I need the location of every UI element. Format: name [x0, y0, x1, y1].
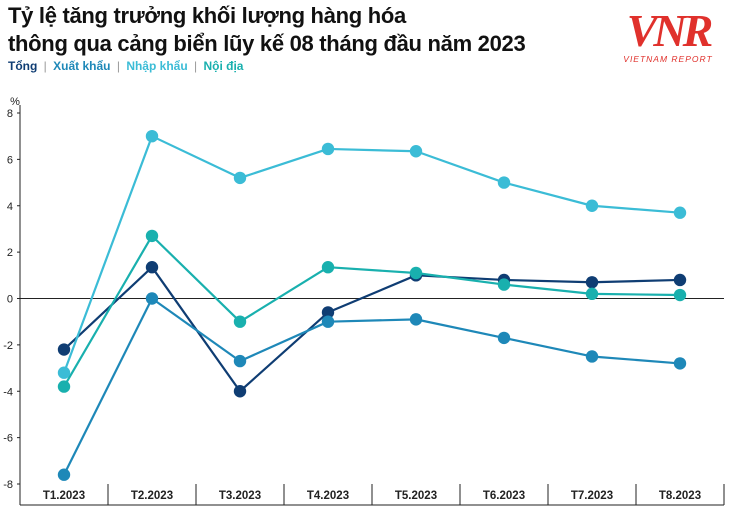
series-2-point	[233, 354, 247, 368]
x-tick-label: T7.2023	[571, 490, 613, 502]
series-3-point	[145, 129, 159, 143]
series-3-point	[57, 366, 71, 379]
y-tick-label: -8	[3, 479, 13, 491]
y-tick-label: 0	[7, 294, 13, 306]
legend-item-noi-dia: Nội địa	[203, 59, 244, 73]
series-4-point	[145, 229, 159, 243]
logo-mark: VNR	[627, 5, 712, 56]
x-tick-label: T4.2023	[307, 490, 349, 502]
series-4-point	[409, 266, 423, 280]
series-1-point	[321, 306, 335, 319]
series-2-point	[409, 313, 423, 326]
series-2-point	[145, 292, 159, 305]
series-4-point	[321, 260, 335, 274]
legend-separator: |	[194, 59, 198, 73]
series-1-point	[673, 273, 687, 287]
series-1-point	[233, 385, 247, 398]
y-tick-label: 4	[7, 201, 13, 213]
series-line-1	[63, 266, 681, 393]
series-4-point	[497, 278, 511, 291]
legend-item-xuat-khau: Xuất khẩu	[53, 59, 111, 73]
series-1-point	[585, 276, 599, 289]
series-4-point	[233, 315, 247, 328]
series-3-point	[321, 142, 335, 156]
x-tick-label: T1.2023	[43, 490, 85, 502]
y-tick-label: 6	[7, 154, 13, 166]
vietnam-report-logo: VNR VIETNAM REPORT	[623, 5, 715, 64]
series-line-3	[62, 135, 681, 374]
series-4-point	[673, 288, 687, 302]
chart-series	[57, 129, 687, 481]
chart-axes: % -8 -6 -4 -2 0 2 4 6 8 T1.2023 T2.2023 T3.2023 T4.20…	[3, 96, 725, 506]
y-axis-unit: %	[10, 96, 20, 108]
series-2-point	[585, 350, 599, 363]
x-tick-label: T8.2023	[659, 490, 701, 502]
legend: Tổng | Xuất khẩu | Nhập khẩu | Nội địa	[8, 59, 243, 73]
series-2-point	[497, 331, 511, 345]
chart-title: Tỷ lệ tăng trưởng khối lượng hàng hóa th…	[8, 2, 526, 58]
series-2-point	[321, 315, 335, 328]
chart-title-line-2: thông qua cảng biển lũy kế 08 tháng đầu …	[8, 31, 526, 56]
y-tick-label: -2	[3, 340, 13, 352]
series-1-point	[145, 260, 159, 274]
series-1-point	[57, 343, 71, 356]
series-2-point	[57, 468, 71, 481]
x-tick-label: T2.2023	[131, 490, 173, 502]
x-tick-label: T6.2023	[483, 490, 525, 502]
chart-title-line-1: Tỷ lệ tăng trưởng khối lượng hàng hóa	[8, 3, 406, 28]
legend-separator: |	[43, 59, 47, 73]
y-tick-label: 8	[7, 108, 13, 120]
series-4-point	[585, 287, 599, 301]
series-3-point	[233, 171, 247, 185]
legend-item-nhap-khau: Nhập khẩu	[126, 59, 188, 73]
series-2-point	[673, 357, 687, 370]
y-tick-label: -4	[3, 386, 13, 398]
series-3-point	[585, 199, 599, 212]
series-line-4	[63, 234, 681, 388]
logo-text: VIETNAM REPORT	[623, 54, 712, 64]
x-tick-label: T3.2023	[219, 490, 261, 502]
legend-separator: |	[116, 59, 120, 73]
x-tick-label: T5.2023	[395, 490, 437, 502]
legend-item-tong: Tổng	[8, 59, 38, 73]
series-3-point	[409, 145, 423, 158]
series-3-point	[497, 176, 511, 189]
y-tick-label: 2	[7, 247, 13, 259]
y-tick-label: -6	[3, 433, 13, 445]
series-3-point	[673, 206, 687, 219]
series-line-2	[63, 297, 681, 476]
series-4-point	[57, 380, 71, 393]
